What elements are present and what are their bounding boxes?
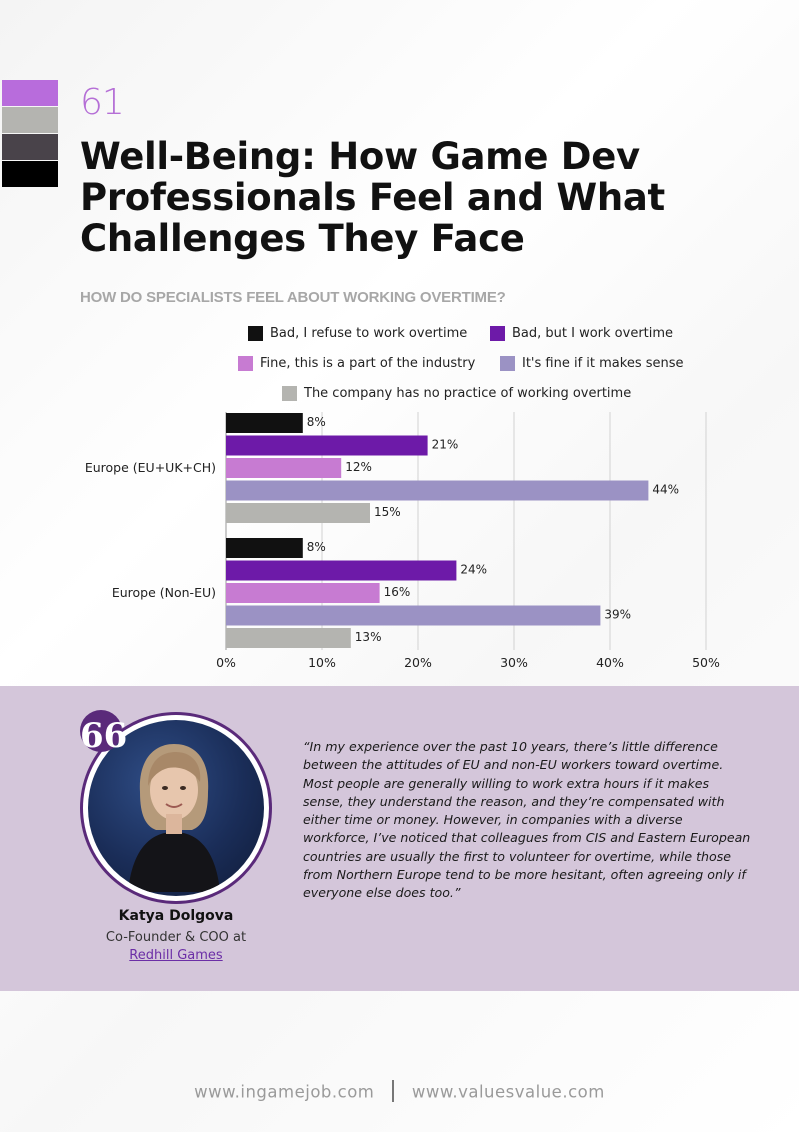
swatch-gray [2, 107, 58, 133]
swatch-purple [2, 80, 58, 106]
portrait-illustration [128, 744, 220, 892]
bar [226, 583, 380, 603]
legend-swatch [500, 356, 515, 371]
legend-swatch [238, 356, 253, 371]
page-number: 61 [80, 82, 125, 123]
overtime-bar-chart: 0% 10% 20% 30% 40% 50% Europe (EU+UK+CH) 8% 21% 1… [85, 412, 720, 670]
legend-label: It's fine if it makes sense [522, 356, 684, 371]
x-tick-label: 0% [216, 655, 236, 670]
legend-label: Bad, I refuse to work overtime [270, 326, 468, 341]
chart-title: HOW DO SPECIALISTS FEEL ABOUT WORKING OV… [80, 289, 506, 306]
legend-item-refuse: Bad, I refuse to work overtime [248, 326, 467, 341]
category-label: Europe (EU+UK+CH) [85, 460, 216, 475]
x-tick-label: 30% [500, 655, 528, 670]
bar [226, 605, 601, 626]
x-tick-label: 50% [692, 655, 720, 670]
portrait-photo [88, 720, 264, 896]
avatar [80, 712, 272, 904]
footer-link-ingamejob[interactable]: www.ingamejob.com [194, 1082, 375, 1102]
footer: www.ingamejob.com www.valuesvalue.com [0, 1080, 799, 1106]
legend-item-no-practice: The company has no practice of working o… [282, 386, 631, 401]
bar [226, 435, 428, 456]
swatch-black [2, 161, 58, 187]
x-tick-label: 10% [308, 655, 336, 670]
person-name: Katya Dolgova [118, 908, 234, 924]
legend-swatch [282, 386, 297, 401]
legend-item-part-of-industry: Fine, this is a part of the industry [238, 356, 475, 371]
bar [226, 538, 303, 558]
quote-icon: 66 [80, 710, 127, 756]
footer-link-valuesvalue[interactable]: www.valuesvalue.com [411, 1082, 605, 1102]
legend-label: Fine, this is a part of the industry [260, 356, 476, 371]
bar [226, 503, 370, 523]
legend-item-makes-sense: It's fine if it makes sense [500, 356, 684, 371]
legend-swatch [248, 326, 263, 341]
bar [226, 628, 351, 648]
color-swatches [2, 80, 58, 188]
legend-label: The company has no practice of working o… [304, 386, 632, 401]
bar-value-label: 24% [460, 563, 487, 577]
page-title: Well-Being: How Game Dev Professionals F… [80, 135, 665, 260]
footer-divider [392, 1080, 395, 1102]
person-role: Co-Founder & COO at [105, 930, 247, 945]
bar-value-label: 15% [374, 505, 401, 519]
bar [226, 560, 457, 581]
bar [226, 480, 649, 501]
bar [226, 413, 303, 433]
company-link[interactable]: Redhill Games [129, 948, 223, 963]
quote-text: “In my experience over the past 10 years… [303, 739, 751, 901]
bar-value-label: 8% [307, 415, 326, 429]
category-label: Europe (Non-EU) [112, 585, 216, 600]
bar-value-label: 16% [384, 585, 411, 599]
bar-value-label: 21% [432, 438, 459, 452]
bar-value-label: 12% [345, 460, 372, 474]
legend-label: Bad, but I work overtime [512, 326, 674, 341]
bar-value-label: 8% [307, 540, 326, 554]
bar-value-label: 39% [604, 608, 631, 622]
swatch-dark-gray [2, 134, 58, 160]
bar [226, 458, 342, 478]
bar-value-label: 13% [355, 630, 382, 644]
x-tick-label: 20% [404, 655, 432, 670]
legend-item-bad-but-work: Bad, but I work overtime [490, 326, 673, 341]
legend-swatch [490, 326, 505, 341]
x-tick-label: 40% [596, 655, 624, 670]
bar-value-label: 44% [652, 483, 679, 497]
